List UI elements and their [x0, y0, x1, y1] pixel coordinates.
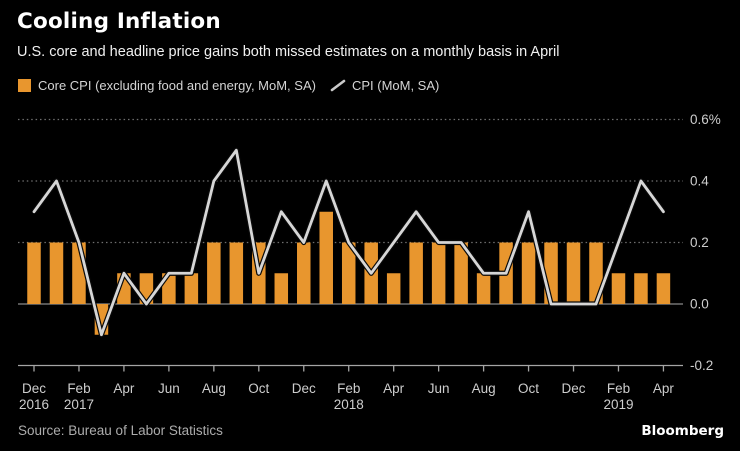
bar-aug-2018 — [476, 273, 491, 304]
y-tick-label: 0.0 — [690, 297, 709, 312]
bar-mar-2019 — [634, 273, 648, 304]
x-tick-label: Feb — [337, 381, 360, 396]
y-tick-label: -0.2 — [690, 358, 713, 373]
legend-item-cpi: CPI (MoM, SA) — [330, 78, 439, 93]
x-tick-label: Dec — [292, 381, 316, 396]
x-tick-label: Feb — [67, 381, 90, 396]
x-tick-label: Apr — [113, 381, 135, 396]
bar-may-2018 — [409, 242, 423, 304]
cpi-line-legend-icon — [330, 79, 346, 92]
x-tick-label: Apr — [383, 381, 405, 396]
x-year-label: 2017 — [64, 397, 94, 412]
bar-apr-2018 — [386, 273, 401, 304]
x-tick-label: Apr — [653, 381, 675, 396]
cpi-line — [32, 148, 665, 337]
legend-item-core-cpi: Core CPI (excluding food and energy, MoM… — [18, 78, 316, 93]
bar-jan-2018 — [319, 211, 333, 304]
x-year-label: 2016 — [19, 397, 49, 412]
bar-jan-2017 — [49, 242, 64, 304]
bar-nov-2017 — [274, 273, 289, 304]
bar-jul-2018 — [454, 242, 468, 304]
y-tick-label: 0.2 — [690, 235, 709, 250]
bar-dec-2016 — [27, 242, 41, 304]
bar-jun-2018 — [431, 242, 446, 304]
bar-apr-2019 — [656, 273, 671, 304]
x-tick-label: Jun — [158, 381, 180, 396]
bar-dec-2018 — [566, 242, 581, 304]
bar-feb-2018 — [341, 242, 356, 304]
x-year-label: 2018 — [334, 397, 364, 412]
x-tick-label: Feb — [607, 381, 630, 396]
x-tick-label: Aug — [472, 381, 496, 396]
x-tick-label: Jun — [428, 381, 450, 396]
page-title: Cooling Inflation — [17, 9, 221, 34]
bar-feb-2019 — [611, 273, 626, 304]
y-tick-label: 0.4 — [690, 174, 709, 189]
x-tick-label: Aug — [202, 381, 226, 396]
bar-oct-2018 — [521, 242, 536, 304]
source-credit: Source: Bureau of Labor Statistics — [18, 423, 223, 438]
bar-sep-2017 — [229, 242, 244, 304]
bloomberg-logo: Bloomberg — [641, 423, 724, 439]
x-tick-label: Oct — [518, 381, 539, 396]
core-cpi-legend-label: Core CPI (excluding food and energy, MoM… — [38, 78, 316, 93]
y-tick-label: 0.6% — [690, 112, 721, 127]
bar-dec-2017 — [297, 242, 311, 304]
chart-legend: Core CPI (excluding food and energy, MoM… — [18, 78, 439, 93]
chart-subtitle: U.S. core and headline price gains both … — [17, 44, 560, 60]
x-tick-label: Oct — [248, 381, 269, 396]
x-tick-label: Dec — [22, 381, 46, 396]
x-year-label: 2019 — [603, 397, 633, 412]
bar-jul-2017 — [184, 273, 199, 304]
cpi-legend-label: CPI (MoM, SA) — [351, 78, 440, 93]
x-tick-label: Dec — [562, 381, 586, 396]
core-cpi-legend-swatch — [18, 79, 31, 92]
bar-aug-2017 — [207, 242, 221, 304]
